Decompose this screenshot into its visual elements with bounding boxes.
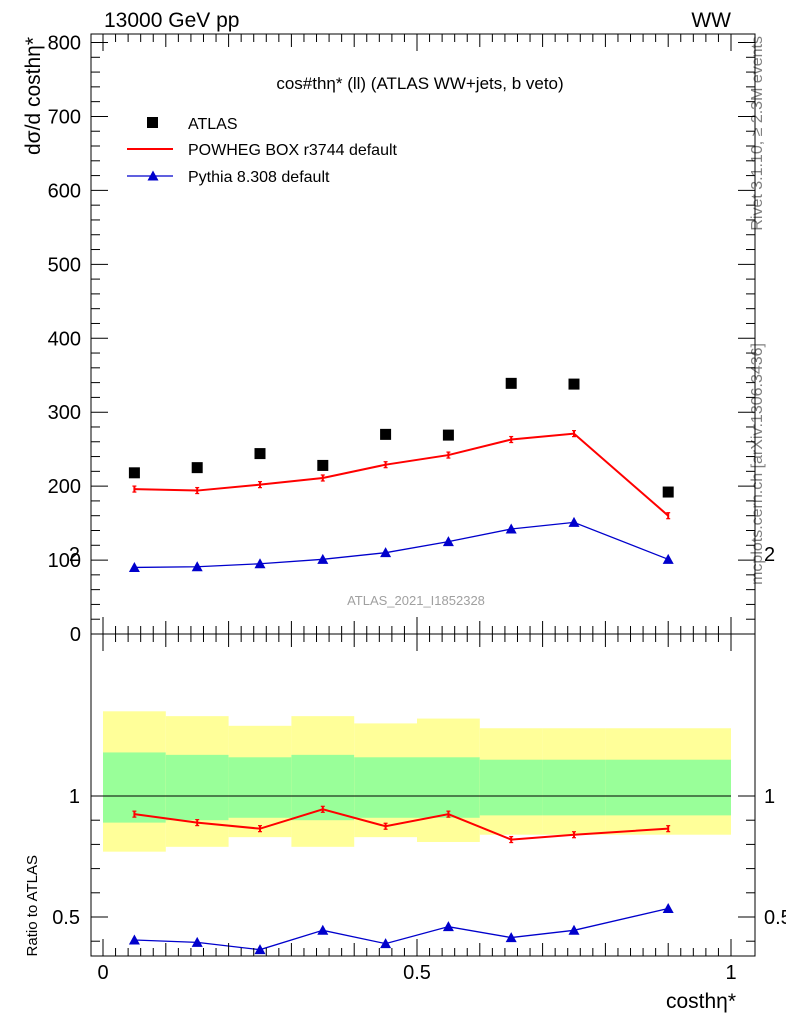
legend-atlas-marker [147,117,158,128]
main-ytick-label: 700 [48,106,81,128]
ratio-band-inner [417,757,480,818]
ratio-pythia-point [191,936,203,947]
pythia-point [191,561,203,572]
legend-atlas-label: ATLAS [188,116,238,133]
ratio-xtick-label: 1 [725,962,736,984]
legend-powheg-label: POWHEG BOX r3744 default [188,142,398,159]
legend-pythia-marker [147,170,159,181]
atlas-point [380,428,392,440]
atlas-point [568,378,580,390]
ratio-pythia-line [134,907,669,951]
ratio-pythia-point [317,924,329,935]
rivet-side-label: Rivet 3.1.10, ≥ 2.3M events [749,36,766,231]
ratio-ytick-label: 1 [69,786,80,808]
pythia-line [134,521,669,569]
ratio-pythia-point [442,921,454,932]
ratio-pythia-point [128,934,140,945]
ratio-xtick-label: 0 [97,962,108,984]
ratio-pythia-point [505,932,517,943]
pythia-point [505,523,517,534]
ratio-pythia-point [254,944,266,955]
ratio-panel [103,711,731,955]
ratio-frame [90,633,756,957]
ratio-pythia-point [380,938,392,949]
atlas-point [442,429,454,441]
pythia-point [662,553,674,564]
main-ytick-label: 400 [48,328,81,350]
pythia-point [568,516,580,527]
atlas-point [191,462,203,474]
ratio-band-inner [605,759,731,816]
ratio-band-inner [228,757,292,818]
ratio-band-inner [479,759,543,816]
ratio-band-inner [354,757,417,818]
ratio-ytick-label: 2 [69,544,80,566]
ratio-xtick-label: 0.5 [403,962,431,984]
atlas-point [317,459,329,471]
main-ylabel: dσ/d costhη* [22,37,45,155]
legend-pythia-label: Pythia 8.308 default [188,169,330,186]
header-right-label: WW [691,9,731,32]
atlas-point [662,486,674,498]
atlas-point [254,448,266,460]
main-panel [128,377,674,572]
main-ytick-label: 200 [48,476,81,498]
atlas-point [128,467,140,479]
ratio-ytick-label-right: 0.5 [764,907,786,929]
ratio-band-inner [542,759,606,816]
main-ytick-label: 600 [48,180,81,202]
atlas-point [505,377,517,389]
ratio-pythia-point [662,903,674,914]
axes: 0 100 200 300 400 500 600 700 800 0 0.5 1 0.5 0.5 1 1 2 2 [48,33,786,985]
ratio-ytick-label-right: 2 [764,544,775,566]
ratio-ylabel: Ratio to ATLAS [24,855,41,956]
main-ytick-label: 100 [48,550,81,572]
main-ytick-label: 800 [48,33,81,55]
header-left-label: 13000 GeV pp [104,9,239,32]
main-ytick-label: 0 [70,624,81,646]
ratio-xlabel: costhη* [666,990,736,1013]
pythia-point [128,561,140,572]
main-title: cos#thη* (ll) (ATLAS WW+jets, b veto) [276,74,563,93]
pythia-point [254,558,266,569]
ratio-ytick-label: 0.5 [52,907,80,929]
ratio-pythia-point [568,924,580,935]
legend: ATLAS POWHEG BOX r3744 default Pythia 8.… [127,116,398,186]
main-ytick-label: 500 [48,254,81,276]
pythia-point [380,547,392,558]
powheg-line [134,432,669,517]
pythia-point [442,536,454,547]
ratio-ytick-label-right: 1 [764,786,775,808]
reference-label: ATLAS_2021_I1852328 [347,593,485,608]
pythia-point [317,553,329,564]
mcplots-side-label: mcplots.cern.ch [arXiv:1306.3436] [749,343,766,585]
main-ytick-label: 300 [48,402,81,424]
ratio-band-inner [165,754,229,821]
